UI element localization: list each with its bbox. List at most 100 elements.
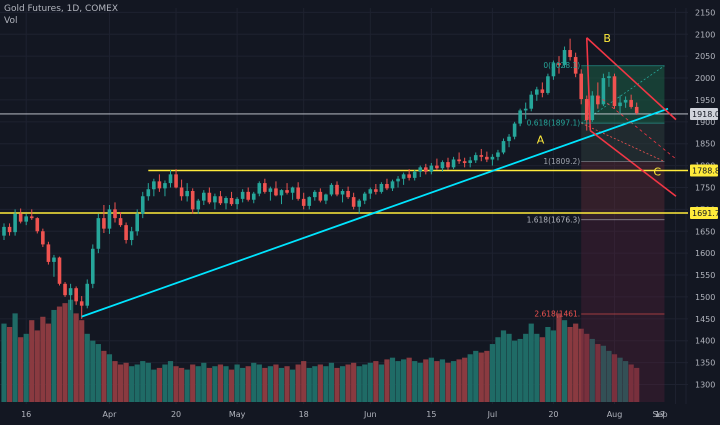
candle [557, 56, 561, 74]
candle-body [351, 197, 356, 207]
volume-bar [201, 362, 207, 402]
price-tick-label: 1450 [695, 315, 715, 324]
volume-bar [439, 359, 446, 402]
candle-body [440, 162, 445, 169]
candle [24, 213, 28, 226]
candle-body [485, 156, 489, 160]
volume-bar [378, 364, 384, 402]
volume-bar [489, 344, 495, 402]
candle-body [590, 95, 595, 121]
candle [246, 187, 250, 202]
candle-body [379, 183, 384, 192]
volume-bar [6, 327, 13, 402]
volume-bar [334, 367, 340, 402]
volume-bar [301, 361, 307, 402]
volume-bar [523, 333, 529, 402]
candle-body [329, 184, 334, 195]
volume-bar [206, 367, 212, 402]
time-tick-label: 18 [299, 410, 309, 419]
candle-body [68, 288, 73, 296]
candle [202, 190, 206, 205]
channel-upper [586, 37, 677, 121]
candle [623, 96, 628, 108]
candle-body [634, 106, 639, 114]
candle-body [41, 231, 45, 245]
candle-body [124, 225, 128, 241]
volume-bar [589, 338, 595, 402]
candle-body [85, 283, 90, 306]
candle [18, 208, 23, 224]
volume-bar [1, 323, 7, 402]
time-tick-label: Jul [487, 410, 498, 419]
candle [146, 183, 151, 201]
candle [318, 188, 323, 203]
candle-body [557, 63, 561, 65]
candle-body [157, 181, 162, 189]
candle-body [518, 110, 522, 124]
candle-body [118, 218, 123, 226]
candle [196, 198, 201, 214]
candle-body [435, 165, 439, 169]
volume-bar [573, 323, 579, 402]
candle [446, 157, 450, 170]
volume-bar [123, 362, 129, 402]
volume-bar [212, 366, 218, 402]
candle-body [290, 187, 295, 193]
candle [479, 148, 484, 162]
volume-bar [550, 330, 557, 402]
candle [152, 178, 156, 197]
candle-body [263, 183, 267, 192]
candle-body [623, 99, 628, 103]
candle [584, 95, 589, 131]
volume-bar [217, 364, 224, 402]
candle-body [584, 99, 589, 121]
candle [501, 138, 506, 155]
volume-bar [356, 366, 362, 402]
wave-label-c: C [653, 166, 661, 179]
candle-body [607, 76, 611, 79]
candle-body [63, 283, 67, 296]
volume-bar [339, 366, 346, 402]
candle-body [140, 196, 145, 214]
candle-body [57, 257, 62, 284]
candle [368, 187, 373, 199]
volume-bar [500, 330, 507, 402]
volume-bar [156, 367, 162, 402]
time-tick-label: Jun [363, 410, 377, 419]
chart-title: Gold Futures, 1D, COMEX [4, 4, 118, 14]
volume-bar [179, 367, 185, 402]
volume-bar [84, 333, 90, 402]
candle-body [473, 155, 478, 161]
volume-bar [295, 364, 301, 402]
candle [85, 279, 90, 309]
candle [607, 71, 611, 87]
candle-body [401, 174, 406, 179]
candle [451, 156, 456, 170]
volume-bar [278, 367, 285, 402]
candle [485, 151, 489, 163]
candle-body [207, 192, 212, 203]
candle-body [501, 141, 506, 153]
time-tick-label: Sep [652, 410, 667, 419]
candle [96, 213, 101, 254]
volume-bar [145, 362, 151, 402]
candle-body [113, 209, 117, 219]
candle [551, 60, 556, 80]
candle [490, 154, 495, 166]
candle-body [240, 191, 245, 199]
candle [324, 193, 328, 205]
candle-body [168, 174, 173, 184]
volume-bar [600, 345, 606, 402]
candle-body [512, 123, 517, 137]
candle [457, 152, 461, 164]
candle [374, 183, 378, 195]
volume-bar [240, 367, 246, 402]
volume-label: Vol [4, 16, 18, 26]
volume-bar [467, 354, 473, 402]
volume-bar [68, 299, 74, 402]
candle [440, 160, 445, 172]
candle-body [362, 193, 367, 201]
volume-bar [167, 361, 174, 402]
